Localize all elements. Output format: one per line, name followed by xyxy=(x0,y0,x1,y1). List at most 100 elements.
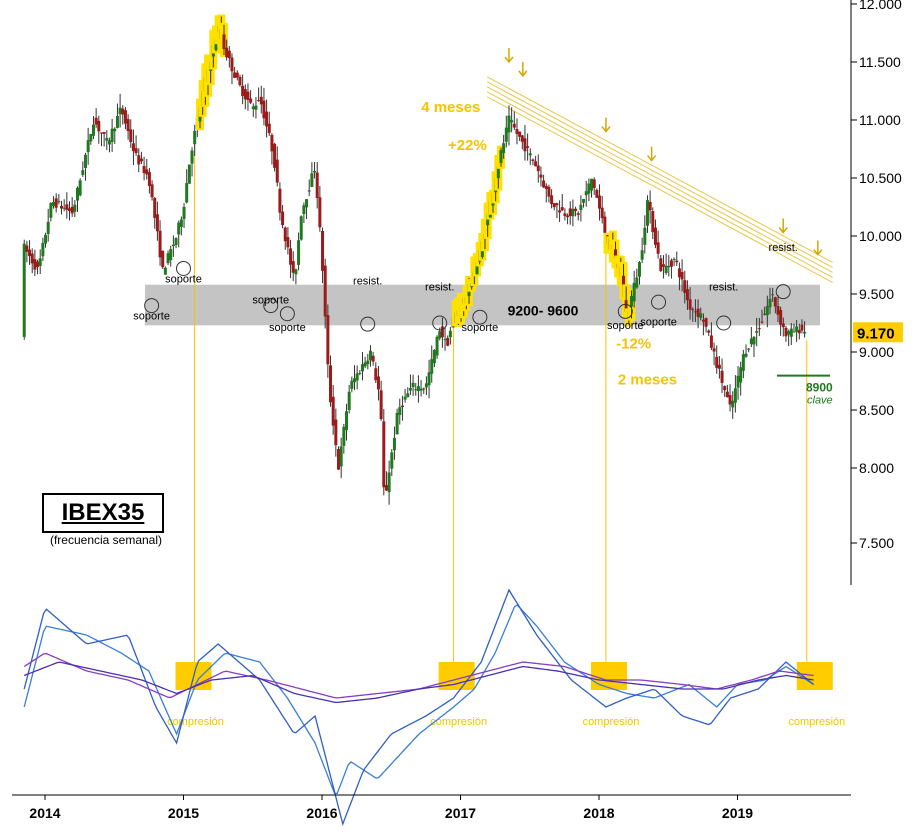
y-tick-label: 8.000 xyxy=(859,460,894,476)
candle-body xyxy=(592,179,596,188)
candle-body xyxy=(624,300,628,313)
candle-body xyxy=(278,188,282,213)
candle-body xyxy=(339,446,343,467)
arrow-head xyxy=(813,249,823,256)
candle-body xyxy=(89,133,93,142)
candle-body xyxy=(685,289,689,301)
candle-body xyxy=(139,158,143,162)
candle-body xyxy=(78,180,82,196)
candle-body xyxy=(536,165,540,172)
candle-body xyxy=(60,205,64,209)
candle-body xyxy=(366,360,370,365)
candle-body xyxy=(83,154,87,168)
candle-body xyxy=(640,250,644,260)
candle-body xyxy=(331,396,335,426)
pivot-circle xyxy=(775,284,791,300)
candle-body xyxy=(648,201,652,211)
candle-body xyxy=(62,207,66,209)
candle-body xyxy=(350,380,354,389)
pivot-circle xyxy=(716,315,732,331)
candle-body xyxy=(600,207,604,219)
annotation-text: 4 meses xyxy=(421,99,480,116)
oscillator-line xyxy=(23,588,815,827)
candle-body xyxy=(36,261,40,268)
candle-body xyxy=(97,120,101,132)
candle-body xyxy=(323,265,327,317)
candle-body xyxy=(390,452,394,469)
candle-body xyxy=(243,89,247,100)
annotation-text: 2 meses xyxy=(618,371,677,388)
candle-body xyxy=(534,161,538,167)
x-tick-label: 2018 xyxy=(583,805,614,821)
candle-body xyxy=(411,382,415,388)
candle-body xyxy=(542,180,546,188)
x-tick-label: 2014 xyxy=(29,805,60,821)
candle-body xyxy=(637,262,641,277)
pivot-circle xyxy=(360,316,376,332)
pivot-circle xyxy=(432,315,448,331)
candle-body xyxy=(225,47,229,58)
candle-body xyxy=(709,335,713,348)
candle-body xyxy=(419,388,423,391)
candle-body xyxy=(779,310,783,325)
candle-body xyxy=(656,242,660,254)
candle-body xyxy=(552,203,556,208)
candle-body xyxy=(701,319,705,322)
candle-body xyxy=(789,328,793,337)
annotation-text: +22% xyxy=(448,137,487,154)
candle-body xyxy=(302,205,306,215)
candle-body xyxy=(376,376,380,390)
y-axis: 12.50012.00011.50011.00010.50010.0009.50… xyxy=(850,0,903,585)
candle-body xyxy=(635,277,639,288)
candle-body xyxy=(512,123,516,128)
candle-body xyxy=(643,227,647,245)
candle-body xyxy=(94,117,98,125)
arrow-head xyxy=(778,227,788,234)
x-tick-label: 2016 xyxy=(306,805,337,821)
candle-body xyxy=(91,124,95,136)
candle-body xyxy=(781,323,785,328)
compression-label: compresión xyxy=(788,716,845,728)
candle-body xyxy=(179,219,183,227)
candle-body xyxy=(246,91,250,100)
candle-body xyxy=(566,215,570,218)
candle-body xyxy=(707,330,711,333)
candle-body xyxy=(49,203,53,218)
candle-body xyxy=(129,129,133,143)
candle-body xyxy=(683,280,687,293)
candle-body xyxy=(38,258,42,266)
candle-body xyxy=(544,185,548,189)
pivot-circle xyxy=(651,294,667,310)
candle-body xyxy=(342,426,346,446)
candle-body xyxy=(41,242,45,257)
support-resistance-zone: 9200- 9600 xyxy=(145,284,820,326)
y-tick-label: 9.500 xyxy=(859,286,894,302)
oscillator-line xyxy=(23,652,814,699)
pivot-circle xyxy=(144,298,160,314)
candle-body xyxy=(587,183,591,194)
candle-body xyxy=(313,170,317,173)
candle-body xyxy=(118,107,122,115)
candle-body xyxy=(171,244,175,247)
candle-body xyxy=(424,383,428,388)
candle-body xyxy=(414,389,418,391)
key-level-sublabel: clave xyxy=(807,395,833,407)
y-tick-label: 7.500 xyxy=(859,535,894,551)
chart-subtitle: (frecuencia semanal) xyxy=(49,533,163,547)
candle-body xyxy=(725,391,729,398)
candle-body xyxy=(30,253,34,264)
candle-body xyxy=(166,253,170,264)
candle-body xyxy=(358,372,362,374)
pivot-label: soporte xyxy=(165,273,202,285)
candle-body xyxy=(560,207,564,211)
last-price-label: 9.170 xyxy=(857,325,895,342)
candle-body xyxy=(326,315,330,365)
compression-label: compresión xyxy=(167,716,224,728)
candle-body xyxy=(669,260,673,267)
pivot-circle xyxy=(472,309,488,325)
candle-body xyxy=(507,115,511,133)
candle-body xyxy=(752,336,756,345)
candle-body xyxy=(337,449,341,470)
